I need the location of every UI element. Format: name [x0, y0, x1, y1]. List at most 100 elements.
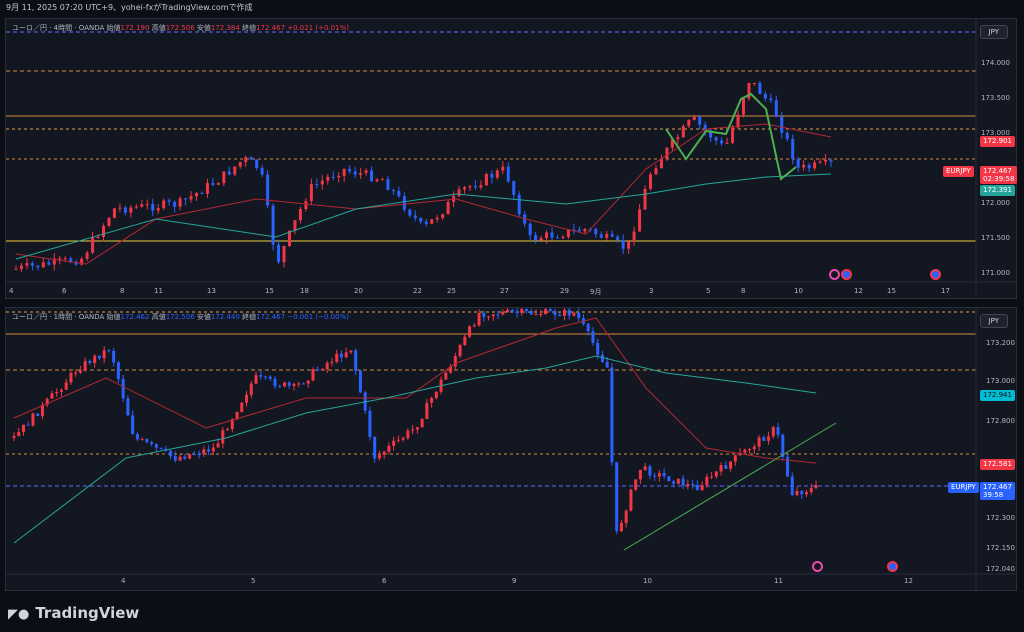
- candle-body: [714, 471, 718, 477]
- price-label: 172.800: [986, 417, 1015, 425]
- candle-body: [311, 369, 315, 381]
- legend-close: 172.467: [256, 313, 286, 321]
- candle-body: [525, 309, 529, 311]
- candle-body: [424, 221, 428, 224]
- tradingview-logo[interactable]: ◤● TradingView: [8, 604, 139, 622]
- candle-body: [52, 258, 56, 265]
- candle-body: [781, 434, 785, 457]
- candle-body: [282, 245, 286, 263]
- candle-body: [12, 435, 16, 438]
- candle-body: [140, 439, 144, 441]
- bottom-chart-legend: ユーロ／円 · 1時間 · OANDA 始値172.462 高値172.506 …: [12, 312, 349, 322]
- candle-body: [282, 382, 286, 387]
- time-label: 25: [447, 287, 456, 295]
- candle-body: [359, 173, 363, 175]
- time-label: 10: [643, 577, 652, 585]
- currency-button[interactable]: JPY: [979, 25, 1008, 39]
- candle-body: [796, 159, 800, 168]
- candle-body: [435, 217, 439, 220]
- time-label: 8: [120, 287, 125, 295]
- candle-body: [349, 350, 353, 353]
- currency-button[interactable]: JPY: [979, 314, 1008, 328]
- candle-body: [762, 437, 766, 441]
- candle-body: [375, 179, 379, 182]
- time-label: 18: [300, 287, 309, 295]
- candle-body: [767, 436, 771, 441]
- candle-body: [496, 314, 500, 316]
- candle-body: [238, 162, 242, 167]
- candle-body: [594, 228, 598, 235]
- moving-average-line: [13, 355, 817, 544]
- candle-body: [135, 434, 139, 440]
- candle-body: [131, 415, 135, 435]
- candle-body: [501, 166, 505, 171]
- candle-body: [763, 94, 767, 99]
- bottom-chart-panel[interactable]: ユーロ／円 · 1時間 · OANDA 始値172.462 高値172.506 …: [5, 307, 1017, 591]
- event-flag-icon[interactable]: [887, 561, 898, 572]
- time-label: 4: [121, 577, 126, 585]
- legend-close: 172.467: [256, 24, 286, 32]
- chart-caption: 9月 11, 2025 07:20 UTC+9、yohei-fxがTrading…: [6, 3, 253, 12]
- legend-symbol: ユーロ／円 · 1時間 · OANDA: [12, 313, 105, 321]
- candle-body: [665, 147, 669, 159]
- candle-body: [14, 268, 18, 270]
- candle-body: [123, 207, 127, 213]
- bar-timer: 02:39:58: [983, 175, 1015, 183]
- candle-body: [545, 232, 549, 239]
- top-chart-panel[interactable]: ユーロ／円 · 4時間 · OANDA 始値172.190 高値172.506 …: [5, 18, 1018, 299]
- candle-body: [512, 181, 516, 195]
- candle-body: [638, 209, 642, 232]
- candle-body: [63, 258, 67, 260]
- candle-body: [370, 170, 374, 182]
- candle-body: [596, 342, 600, 355]
- candle-body: [91, 237, 95, 253]
- candle-body: [195, 192, 199, 197]
- candle-body: [562, 309, 566, 317]
- candle-body: [205, 183, 209, 194]
- candle-body: [330, 361, 334, 363]
- event-flag-icon[interactable]: [930, 269, 941, 280]
- candle-body: [116, 362, 120, 380]
- legend-change: −0.001 (−0.00%): [287, 313, 349, 321]
- top-chart-legend: ユーロ／円 · 4時間 · OANDA 始値172.190 高値172.506 …: [12, 23, 349, 33]
- candle-body: [809, 487, 813, 493]
- candle-body: [392, 440, 396, 446]
- candle-body: [373, 436, 377, 459]
- candle-body: [506, 166, 510, 182]
- candle-body: [21, 424, 25, 432]
- candle-body: [676, 137, 680, 140]
- candle-body: [720, 140, 724, 144]
- candle-body: [188, 454, 192, 459]
- event-flag-icon[interactable]: [829, 269, 840, 280]
- candle-body: [335, 353, 339, 362]
- candle-body: [58, 258, 62, 260]
- candle-body: [572, 312, 576, 316]
- candle-body: [337, 175, 341, 178]
- candle-body: [544, 309, 548, 315]
- candle-body: [672, 481, 676, 484]
- candle-body: [107, 217, 111, 226]
- candle-body: [733, 455, 737, 462]
- price-label: 173.000: [986, 377, 1015, 385]
- candle-body: [326, 176, 330, 181]
- candle-body: [413, 215, 417, 219]
- legend-high: 172.506: [165, 313, 195, 321]
- price-label: 172.300: [986, 514, 1015, 522]
- candle-body: [96, 237, 100, 239]
- candle-body: [807, 164, 811, 169]
- event-flag-icon[interactable]: [841, 269, 852, 280]
- candle-body: [468, 326, 472, 337]
- candle-body: [154, 443, 158, 448]
- symbol-tag: EURJPY: [948, 482, 979, 493]
- candle-body: [748, 449, 752, 451]
- candle-body: [222, 171, 226, 184]
- event-flag-icon[interactable]: [812, 561, 823, 572]
- candle-body: [473, 186, 477, 188]
- candle-body: [140, 204, 144, 207]
- candle-body: [386, 179, 390, 190]
- candle-body: [484, 173, 488, 186]
- legend-low: 172.384: [210, 24, 240, 32]
- candle-body: [69, 372, 73, 383]
- candle-body: [17, 431, 21, 436]
- candle-body: [406, 430, 410, 438]
